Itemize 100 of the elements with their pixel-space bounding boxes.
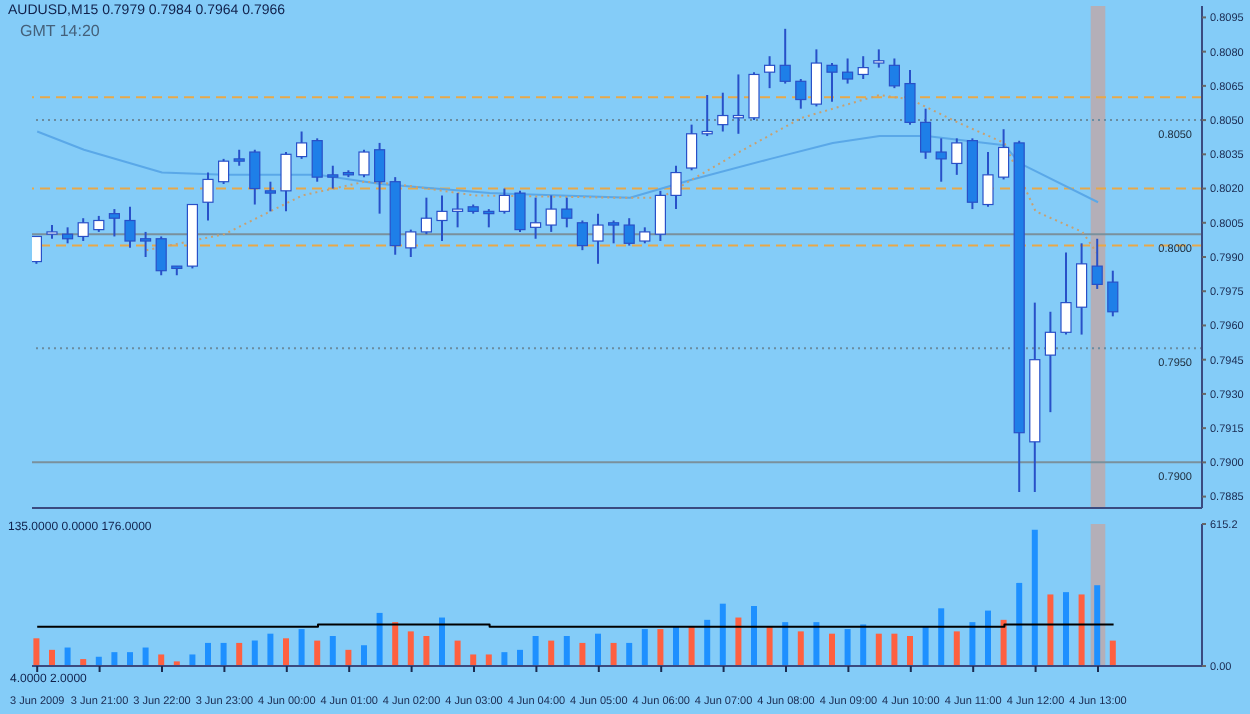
bar [969,622,976,666]
candlestick [873,48,885,69]
candlestick [935,137,947,183]
bar [813,622,820,666]
candlestick [249,148,261,206]
candlestick [436,194,448,243]
bar [595,633,601,666]
candlestick [764,55,776,90]
bar [860,624,867,666]
candlestick [296,130,308,160]
candlestick [576,219,588,252]
bar [470,654,477,666]
bar [361,645,367,666]
bar [1063,592,1069,666]
candlestick [920,107,932,160]
candlestick [420,196,432,236]
candlestick [686,123,698,172]
candlestick [77,217,89,243]
bar [641,629,648,666]
candlestick [280,151,292,213]
candlestick [795,78,807,110]
bar [49,649,55,666]
candlestick [32,235,42,265]
candlestick [514,189,526,233]
bar [673,626,679,666]
bar [251,640,258,666]
bar [283,638,289,666]
bar [1016,582,1023,666]
candlestick [1107,269,1119,318]
bar [563,635,570,666]
bar [345,649,352,666]
candlestick [311,137,323,183]
bar [485,654,492,666]
bar [751,605,757,666]
annotation: GMT 14:20 [20,22,100,40]
bar [392,622,399,666]
candlestick [498,187,510,215]
bar [1047,594,1054,666]
bar [454,640,461,666]
candlestick [842,57,854,85]
candlestick [888,57,900,90]
candlestick [982,151,994,208]
bar [158,654,165,666]
bar [735,617,742,666]
bar [1078,594,1085,666]
bar [517,649,523,666]
candlestick [405,228,417,258]
bar [1094,585,1101,666]
candlestick [358,148,370,179]
bar [314,640,321,666]
bar [33,638,40,666]
bar [423,635,430,666]
candlestick [670,164,682,211]
candlestick [748,71,760,122]
candlestick [264,180,276,213]
bar [1031,529,1038,666]
candlestick [530,196,542,240]
candlestick [561,196,573,229]
candlestick [951,137,963,176]
candlestick [155,235,167,277]
candlestick [904,68,916,126]
bar [938,608,945,666]
candlestick [545,194,557,233]
candlestick [108,208,120,238]
bar [376,612,383,666]
bar [189,654,196,666]
bar [829,633,835,666]
bar [64,647,71,666]
candlestick [623,217,635,247]
candlestick [654,189,666,243]
bar [501,652,508,666]
bar [610,642,617,666]
candlestick [140,230,152,258]
bar [1000,619,1007,666]
bar [766,626,773,666]
bar [532,635,539,666]
candlestick [1044,310,1056,414]
bar [236,642,243,666]
candlestick [779,27,791,85]
candlestick [1091,237,1103,290]
candlestick [717,91,729,133]
candlestick [327,164,339,190]
bar [891,633,898,666]
bar [907,635,913,666]
bar [719,603,726,666]
bar [985,610,991,666]
candlestick [124,205,136,249]
candlestick [218,157,230,185]
candlestick [826,62,838,103]
bar [875,633,882,666]
bar [439,617,445,666]
candlestick [374,141,386,215]
bar [626,642,633,666]
bar [407,631,414,666]
bar [704,619,711,666]
bar [782,622,789,666]
bar [688,626,695,666]
candlestick [857,55,869,81]
candlestick [608,219,620,245]
candlestick [452,192,464,229]
